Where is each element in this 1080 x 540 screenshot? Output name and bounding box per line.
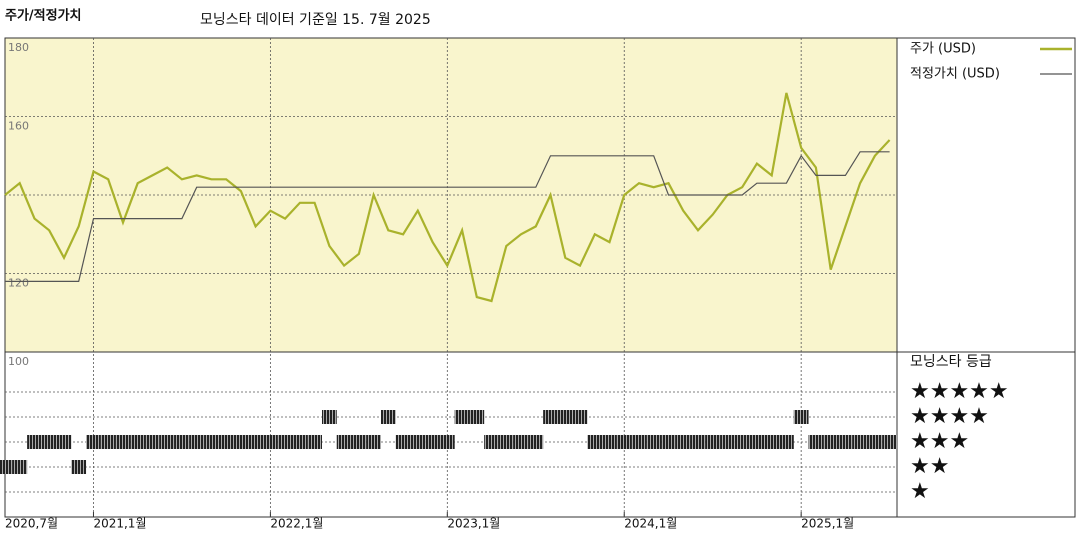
rating-bar — [307, 435, 322, 449]
rating-bar — [867, 435, 883, 449]
series-line — [4, 92, 891, 303]
rating-level: ★★★★★ — [910, 379, 1009, 404]
rating-bar — [557, 410, 573, 424]
rating-bar — [27, 435, 42, 449]
y-tick-label: 120 — [8, 277, 29, 290]
y-tick-label: 180 — [8, 41, 29, 54]
rating-bar — [764, 435, 780, 449]
rating-bar — [292, 435, 308, 449]
rating-bar — [616, 435, 632, 449]
rating-level: ★★★ — [910, 429, 969, 454]
rating-bar — [86, 435, 101, 449]
rating-bar — [572, 410, 588, 424]
x-tick-label: 2022,1월 — [270, 517, 323, 531]
x-tick-label: 2021,1월 — [93, 517, 146, 531]
legend-label: 주가 (USD) — [910, 42, 976, 57]
rating-level: ★★ — [910, 454, 949, 479]
x-tick-label: 2023,1월 — [447, 517, 500, 531]
rating-bar — [439, 435, 455, 449]
rating-bar — [12, 460, 28, 474]
legend-label: 적정가치 (USD) — [910, 67, 1000, 82]
series-line — [5, 151, 890, 282]
rating-bar — [248, 435, 264, 449]
rating-bar — [395, 435, 411, 449]
rating-bar — [56, 435, 72, 449]
rating-bar — [115, 435, 131, 449]
rating-bar — [380, 410, 396, 424]
rating-level: ★★★★ — [910, 404, 989, 429]
rating-bar — [277, 435, 293, 449]
x-tick-label: 2025,1월 — [801, 517, 854, 531]
rating-bar — [498, 435, 514, 449]
page-title: 주가/적정가치 — [5, 8, 82, 24]
rating-bar — [189, 435, 205, 449]
rating-bar — [425, 435, 440, 449]
rating-bar — [675, 435, 691, 449]
rating-bar — [263, 435, 278, 449]
rating-title: 모닝스타 등급 — [910, 354, 992, 370]
rating-bar — [100, 435, 116, 449]
rating-bar — [587, 435, 603, 449]
rating-bar — [690, 435, 706, 449]
x-tick-label: 2024,1월 — [624, 517, 677, 531]
rating-bar — [661, 435, 676, 449]
rating-bar — [145, 435, 160, 449]
rating-bar — [646, 435, 662, 449]
rating-bar — [484, 435, 499, 449]
rating-bar — [469, 410, 485, 424]
y-tick-label: 100 — [8, 355, 29, 368]
rating-bar — [823, 435, 839, 449]
rating-bar — [528, 435, 544, 449]
x-tick-label: 2020,7월 — [5, 517, 58, 531]
rating-bar — [204, 435, 219, 449]
rating-bar — [631, 435, 647, 449]
rating-bar — [0, 460, 13, 474]
frame — [4, 37, 1076, 518]
rating-level: ★ — [910, 479, 930, 504]
rating-bar — [336, 435, 352, 449]
rating-bar — [351, 435, 367, 449]
rating-bar — [602, 435, 617, 449]
rating-bar — [852, 435, 868, 449]
rating-bar — [159, 435, 175, 449]
rating-bar — [71, 460, 87, 474]
rating-bar — [749, 435, 765, 449]
rating-bar — [720, 435, 735, 449]
rating-bar — [454, 410, 470, 424]
rating-bar — [734, 435, 750, 449]
y-tick-label: 160 — [8, 120, 29, 133]
rating-bar — [808, 435, 824, 449]
rating-bar — [513, 435, 529, 449]
rating-bar — [543, 410, 558, 424]
rating-bar — [410, 435, 426, 449]
rating-bar — [705, 435, 721, 449]
rating-bar — [366, 435, 381, 449]
rating-bar — [779, 435, 794, 449]
rating-bar — [321, 410, 337, 424]
page-subtitle: 모닝스타 데이터 기준일 15. 7월 2025 — [200, 12, 431, 28]
rating-bar — [174, 435, 190, 449]
rating-bar — [218, 435, 234, 449]
rating-bar — [233, 435, 249, 449]
rating-bar — [793, 410, 809, 424]
rating-bar — [838, 435, 853, 449]
rating-bar — [882, 435, 897, 449]
rating-bar — [41, 435, 57, 449]
rating-bar — [130, 435, 146, 449]
